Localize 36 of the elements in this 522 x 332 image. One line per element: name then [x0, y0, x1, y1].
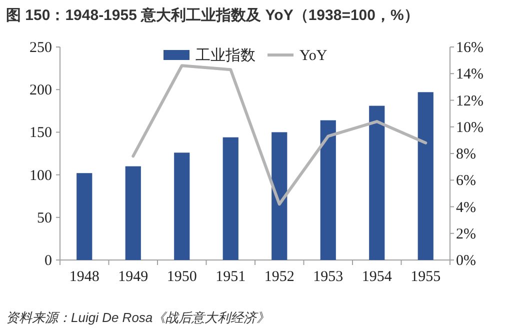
y-tick-label: 200	[30, 82, 52, 99]
bar	[418, 92, 434, 260]
y2-tick-label: 4%	[456, 200, 476, 216]
y-tick-label: 0	[44, 253, 52, 269]
bar	[320, 120, 336, 260]
bar	[222, 137, 238, 260]
x-tick-label: 1951	[216, 269, 246, 285]
x-tick-label: 1954	[362, 269, 392, 285]
bar	[272, 132, 288, 260]
bar	[369, 106, 385, 260]
y2-tick-label: 10%	[456, 120, 484, 136]
bar	[174, 152, 190, 260]
x-tick-label: 1948	[69, 269, 100, 285]
y-tick-label: 250	[30, 40, 52, 56]
x-tick-label: 1950	[166, 269, 197, 285]
line-series	[132, 64, 428, 206]
x-tick-label: 1952	[264, 269, 294, 285]
x-tick-label: 1949	[118, 269, 148, 285]
bar	[76, 173, 92, 260]
y2-tick-label: 16%	[456, 40, 484, 56]
legend-label: 工业指数	[196, 47, 256, 64]
chart-title: 图 150：1948-1955 意大利工业指数及 YoY（1938=100，%）	[6, 7, 419, 24]
y2-tick-label: 14%	[456, 66, 484, 83]
legend-label: YoY	[300, 48, 328, 64]
y-tick-label: 150	[30, 125, 52, 142]
y2-tick-label: 2%	[456, 226, 476, 242]
x-tick-label: 1955	[410, 269, 441, 285]
text: 资料来源：Luigi De Rosa《战后意大利经济》	[6, 310, 270, 325]
y2-tick-label: 8%	[456, 146, 476, 162]
y-tick-label: 50	[37, 210, 52, 226]
y-tick-label: 100	[30, 168, 52, 184]
y2-tick-label: 0%	[456, 253, 476, 269]
y2-tick-label: 12%	[456, 93, 484, 110]
y2-tick-label: 6%	[456, 173, 476, 190]
bar	[125, 166, 141, 260]
x-tick-label: 1953	[313, 269, 344, 285]
